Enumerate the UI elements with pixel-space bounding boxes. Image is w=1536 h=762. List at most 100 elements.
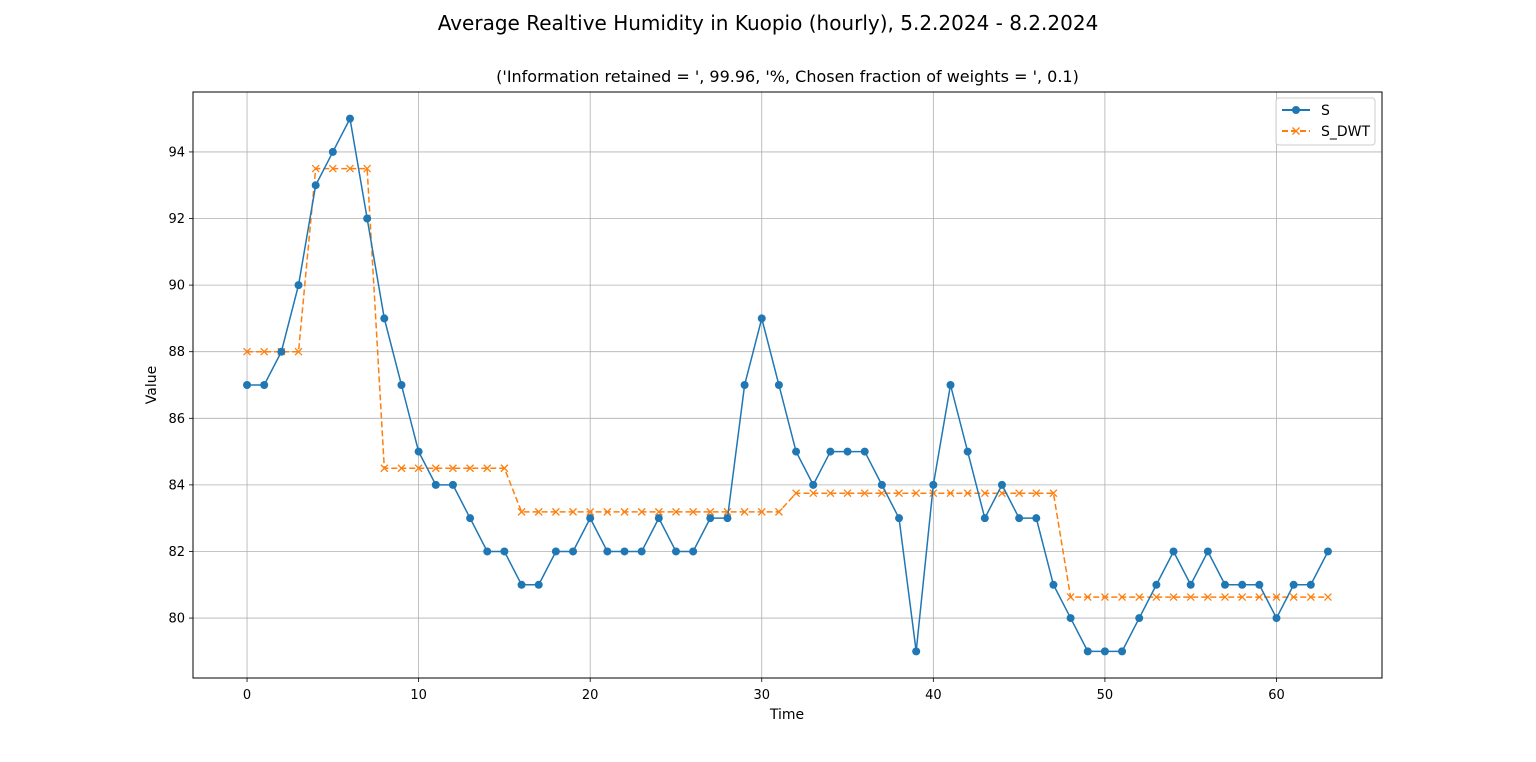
x-marker-stroke bbox=[980, 489, 989, 498]
x-marker-stroke bbox=[1118, 593, 1127, 602]
x-marker-stroke bbox=[1272, 593, 1281, 602]
x-tick-label: 0 bbox=[243, 688, 251, 703]
series-layer bbox=[243, 114, 1332, 656]
data-point-s bbox=[706, 514, 715, 523]
data-point-s-dwt bbox=[1083, 593, 1092, 602]
data-point-s bbox=[243, 381, 252, 389]
data-point-s-dwt bbox=[328, 164, 337, 173]
x-marker-stroke bbox=[723, 507, 732, 516]
data-point-s-dwt bbox=[757, 507, 766, 516]
data-point-s bbox=[1083, 647, 1092, 656]
data-point-s bbox=[895, 514, 904, 523]
legend-label-s: S bbox=[1321, 103, 1330, 119]
x-marker-stroke bbox=[1135, 593, 1144, 602]
data-point-s-dwt bbox=[1238, 593, 1247, 602]
x-marker-stroke bbox=[1049, 489, 1058, 498]
x-marker-stroke bbox=[328, 164, 337, 173]
data-point-s bbox=[1169, 547, 1178, 556]
data-point-s bbox=[311, 181, 320, 190]
data-point-s-dwt bbox=[809, 489, 818, 498]
x-marker-stroke bbox=[1203, 593, 1212, 602]
x-marker-stroke bbox=[654, 507, 663, 516]
x-marker-stroke bbox=[963, 489, 972, 498]
legend-marker-s-dwt bbox=[1292, 127, 1300, 135]
data-point-s bbox=[1118, 647, 1127, 656]
legend-circle-marker bbox=[1292, 106, 1300, 114]
x-tick-label: 20 bbox=[582, 688, 599, 703]
x-marker-stroke bbox=[397, 464, 406, 473]
data-point-s bbox=[792, 447, 801, 456]
data-point-s-dwt bbox=[500, 464, 509, 473]
data-point-s-dwt bbox=[963, 489, 972, 498]
x-marker-stroke bbox=[448, 464, 457, 473]
x-marker-stroke bbox=[1083, 593, 1092, 602]
x-marker-stroke bbox=[534, 507, 543, 516]
data-point-s bbox=[637, 547, 646, 556]
data-point-s bbox=[260, 381, 269, 389]
data-point-s bbox=[500, 547, 509, 556]
x-marker-stroke bbox=[740, 507, 749, 516]
data-point-s-dwt bbox=[569, 507, 577, 516]
x-marker-stroke bbox=[706, 507, 715, 516]
y-tick-label: 84 bbox=[168, 478, 185, 493]
chart-title: Average Realtive Humidity in Kuopio (hou… bbox=[437, 11, 1099, 35]
data-point-s bbox=[809, 480, 818, 489]
grid-layer bbox=[193, 92, 1382, 678]
data-point-s-dwt bbox=[946, 489, 955, 498]
x-tick-label: 40 bbox=[925, 688, 942, 703]
x-marker-stroke bbox=[774, 507, 783, 516]
data-point-s-dwt bbox=[1015, 489, 1024, 498]
x-marker-stroke bbox=[672, 507, 680, 516]
x-marker-stroke bbox=[1289, 593, 1298, 602]
legend-x-marker bbox=[1292, 127, 1300, 135]
data-point-s-dwt bbox=[774, 507, 783, 516]
x-marker-stroke bbox=[946, 489, 955, 498]
x-marker-stroke bbox=[1221, 593, 1229, 602]
x-marker-stroke bbox=[517, 507, 526, 516]
data-point-s bbox=[483, 547, 492, 556]
data-point-s bbox=[1066, 614, 1075, 623]
x-marker-stroke bbox=[860, 489, 869, 498]
data-point-s-dwt bbox=[1306, 593, 1315, 602]
x-tick-label: 60 bbox=[1268, 688, 1285, 703]
data-point-s-dwt bbox=[517, 507, 526, 516]
data-point-s-dwt bbox=[1323, 593, 1332, 602]
x-marker-stroke bbox=[1186, 593, 1195, 602]
data-point-s bbox=[397, 381, 406, 389]
data-point-s bbox=[671, 547, 680, 556]
x-marker-stroke bbox=[757, 507, 766, 516]
data-point-s bbox=[689, 547, 698, 556]
y-tick-label: 88 bbox=[168, 345, 185, 360]
data-point-s-dwt bbox=[346, 164, 354, 173]
data-point-s bbox=[294, 281, 303, 290]
y-tick-label: 92 bbox=[168, 212, 185, 227]
data-point-s bbox=[534, 580, 543, 589]
data-point-s bbox=[1323, 547, 1332, 556]
data-point-s bbox=[980, 514, 989, 523]
x-marker-stroke bbox=[1169, 593, 1178, 602]
data-point-s-dwt bbox=[551, 507, 560, 516]
x-marker-stroke bbox=[912, 489, 921, 498]
data-point-s bbox=[1135, 614, 1144, 623]
x-marker-stroke bbox=[1066, 593, 1075, 602]
data-point-s bbox=[723, 514, 732, 523]
data-point-s-dwt bbox=[706, 507, 715, 516]
data-point-s-dwt bbox=[363, 164, 372, 173]
y-tick-label: 82 bbox=[168, 545, 185, 560]
x-marker-stroke bbox=[603, 507, 612, 516]
data-point-s bbox=[277, 347, 286, 356]
x-marker-stroke bbox=[414, 464, 423, 473]
x-marker-stroke bbox=[620, 507, 629, 516]
data-point-s-dwt bbox=[397, 464, 406, 473]
data-point-s-dwt bbox=[637, 507, 646, 516]
data-point-s bbox=[1255, 580, 1264, 589]
data-point-s-dwt bbox=[672, 507, 680, 516]
data-point-s bbox=[1015, 514, 1024, 523]
data-point-s bbox=[466, 514, 475, 523]
x-marker-stroke bbox=[1292, 127, 1300, 135]
data-point-s bbox=[1203, 547, 1212, 556]
data-point-s-dwt bbox=[826, 489, 835, 498]
data-point-s bbox=[946, 381, 955, 389]
x-marker-stroke bbox=[500, 464, 509, 473]
